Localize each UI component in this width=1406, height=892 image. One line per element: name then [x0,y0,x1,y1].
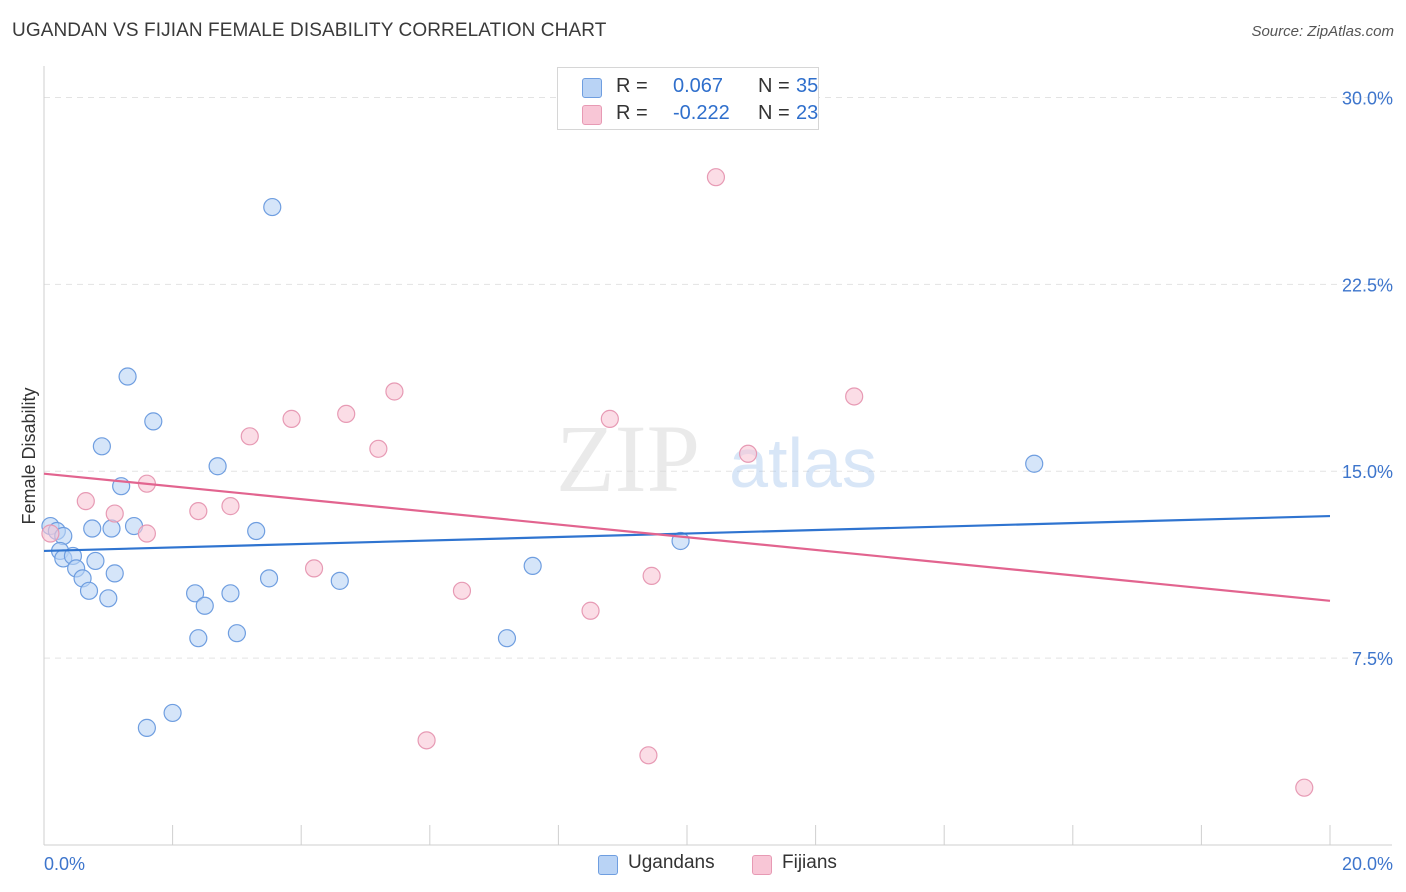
fijians-point [105,504,124,523]
stats-legend: R = 0.067 N = 35 R = -0.222 N = 23 [557,67,819,130]
fijians-point [189,501,208,521]
ugandans-point [102,519,121,538]
n-value: 23 [796,102,819,124]
ugandans-point [208,457,227,476]
r-value: 0.067 [673,75,724,97]
ugandans-point [118,367,137,386]
ugandans-point [221,584,240,603]
ugandans-point [189,629,208,648]
n-value: 35 [796,75,819,97]
ugandans-point [523,556,542,576]
x-tick-label: 20.0% [1342,854,1393,874]
fijians-point [1295,778,1314,797]
ugandans-point [186,584,205,603]
r-label: R = [616,75,648,97]
y-tick-label: 15.0% [1342,462,1393,482]
fijians-point [600,409,619,428]
ugandans-swatch [582,78,602,98]
chart-title: UGANDAN VS FIJIAN FEMALE DISABILITY CORR… [12,20,607,41]
fijians-point [642,566,661,585]
ugandans-point [105,564,124,583]
y-tick-label: 22.5% [1342,275,1393,295]
ugandans-point [497,629,517,648]
fijians-point [304,559,324,578]
fijians-point [240,427,259,446]
fijians-point [452,581,472,600]
fijians-point [639,746,658,765]
fijians-point [369,439,388,458]
grid-layer [44,96,1392,659]
r-label: R = [616,102,648,124]
fijians-swatch [582,105,602,125]
ugandans-point [330,571,349,590]
ugandans-point [144,412,163,431]
n-label: N = [758,75,790,97]
ugandans-point [79,581,99,600]
ugandans-trend-line [43,514,1331,553]
ugandans-point [86,551,105,571]
fijians-legend-swatch [752,855,772,875]
fijians-point [41,524,60,543]
fijians-point [76,492,95,511]
ugandans-point [227,624,246,643]
ugandans-point [92,437,111,456]
tick-labels: 7.5% 15.0% 22.5% 30.0% 0.0% 20.0% [44,88,1393,874]
ugandans-point [83,519,102,538]
axis-layer [43,66,1392,846]
ugandans-point [195,596,214,615]
watermark-atlas: atlas [729,424,877,502]
watermark: ZIP atlas [556,405,877,512]
watermark-zip: ZIP [556,405,700,512]
y-axis-label: Female Disability [19,387,39,524]
ugandans-point [259,569,279,588]
fijians-point [738,444,758,463]
y-tick-label: 7.5% [1352,649,1393,669]
legend-label: Fijians [782,852,837,873]
fijians-point [845,387,864,406]
fijians-point [385,382,404,401]
ugandans-point [137,718,156,737]
ugandans-point [99,589,118,608]
fijians-point [137,524,156,543]
ugandans-point [1025,454,1044,473]
x-tick-label: 0.0% [44,854,85,874]
y-tick-label: 30.0% [1342,88,1393,108]
fijians-trend-line [43,472,1331,602]
fijians-point [337,404,356,424]
points-layer [41,168,1314,797]
ugandans-point [247,521,266,541]
n-label: N = [758,102,790,124]
ugandans-point [263,197,282,217]
r-value: -0.222 [673,102,730,124]
trend-layer [43,472,1331,602]
fijians-point [417,731,436,750]
fijians-point [706,168,726,187]
source-label: Source: ZipAtlas.com [1251,23,1394,40]
fijians-point [581,601,600,620]
fijians-point [221,497,240,516]
ugandans-legend-swatch [598,855,618,875]
legend-label: Ugandans [628,852,715,873]
fijians-point [282,409,301,428]
ugandans-point [163,703,182,723]
